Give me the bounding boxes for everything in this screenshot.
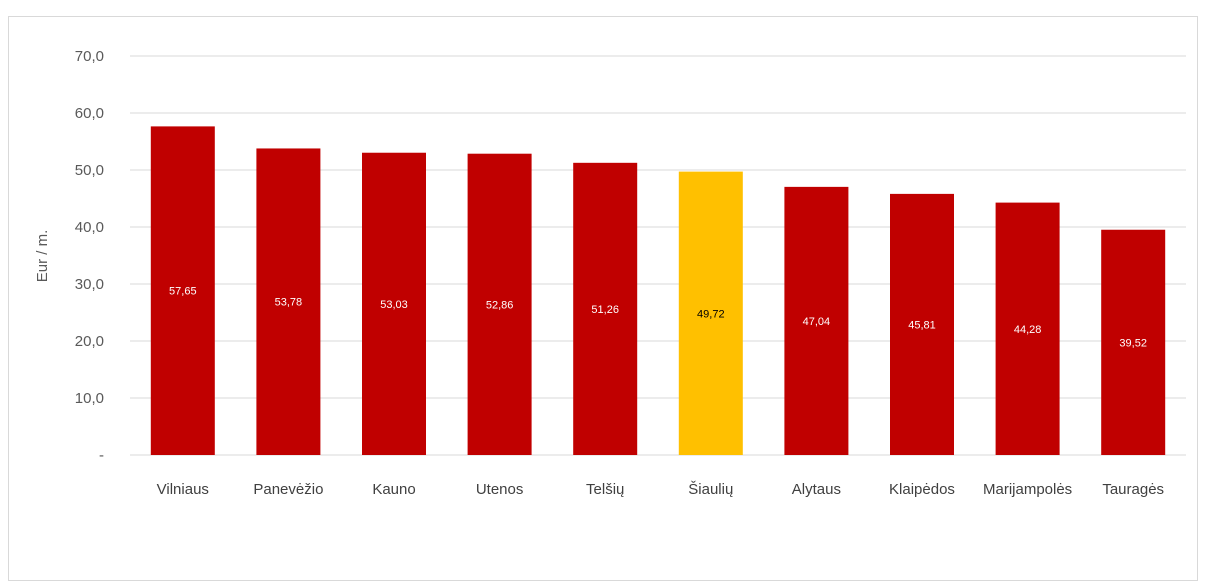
bar-marijampolės <box>995 202 1060 455</box>
category-label: Šiaulių <box>688 481 733 498</box>
y-tick-label: 20,0 <box>75 333 104 350</box>
category-label: Utenos <box>476 481 524 498</box>
data-label: 39,52 <box>1119 337 1147 349</box>
data-labels: 57,65 53,78 53,03 52,86 51,26 49,72 47,04 45,81… <box>169 286 1147 350</box>
bar-šiaulių <box>678 171 743 455</box>
category-label: Kauno <box>372 481 415 498</box>
data-label: 52,86 <box>486 299 514 311</box>
bars <box>150 126 1166 456</box>
data-label: 45,81 <box>908 319 936 331</box>
y-axis-ticks: - 10,0 20,0 30,0 40,0 50,0 60,0 70,0 <box>75 48 104 464</box>
category-labels: Vilniaus Panevėžio Kauno Utenos Telšių Šiauli… <box>157 481 1164 498</box>
data-label: 51,26 <box>591 304 619 316</box>
y-axis-label: Eur / m. <box>34 230 51 283</box>
category-label: Telšių <box>586 481 624 498</box>
bar-kauno <box>362 152 426 455</box>
y-tick-label: 30,0 <box>75 276 104 293</box>
category-label: Vilniaus <box>157 481 209 498</box>
bar-utenos <box>467 153 532 455</box>
bar-vilniaus <box>150 126 215 456</box>
y-tick-label: - <box>99 447 104 464</box>
data-label: 47,04 <box>803 316 831 328</box>
category-label: Klaipėdos <box>889 481 955 498</box>
y-tick-label: 70,0 <box>75 48 104 65</box>
bar-telšių <box>573 162 638 455</box>
y-tick-label: 40,0 <box>75 219 104 236</box>
category-label: Marijampolės <box>983 481 1072 498</box>
category-label: Alytaus <box>792 481 841 498</box>
y-tick-label: 10,0 <box>75 390 104 407</box>
data-label: 49,72 <box>697 308 725 320</box>
data-label: 57,65 <box>169 286 197 298</box>
category-label: Tauragės <box>1102 481 1164 498</box>
bar-klaipėdos <box>890 193 954 455</box>
data-label: 44,28 <box>1014 324 1042 336</box>
data-label: 53,78 <box>275 297 303 309</box>
bar-alytaus <box>784 186 849 455</box>
category-label: Panevėžio <box>253 481 323 498</box>
y-tick-label: 60,0 <box>75 105 104 122</box>
data-label: 53,03 <box>380 299 408 311</box>
y-tick-label: 50,0 <box>75 162 104 179</box>
bar-tauragės <box>1101 229 1166 455</box>
bar-panevėžio <box>256 148 321 456</box>
